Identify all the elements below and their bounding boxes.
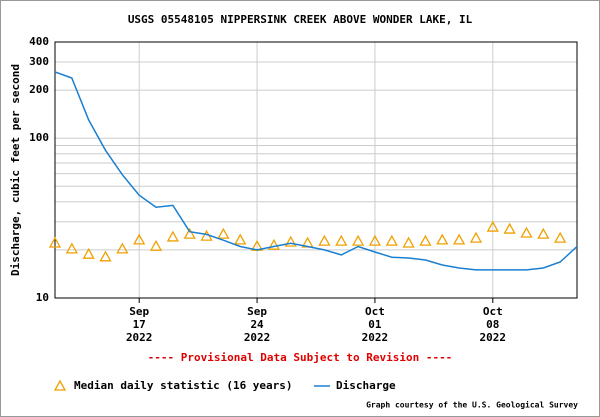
y-tick-label: 300 [29, 55, 49, 68]
x-tick-label: 24 [250, 318, 264, 331]
y-axis-label: Discharge, cubic feet per second [9, 64, 22, 276]
y-tick-label: 100 [29, 131, 49, 144]
x-tick-label: 01 [368, 318, 382, 331]
median-marker [402, 236, 415, 248]
median-marker [419, 234, 432, 246]
median-marker [48, 236, 62, 248]
median-marker [217, 227, 230, 239]
x-tick-label: 2022 [480, 331, 507, 344]
median-marker [503, 222, 516, 234]
x-tick-label: 08 [486, 318, 499, 331]
median-marker [82, 247, 95, 259]
median-marker [99, 250, 112, 262]
median-marker [284, 235, 297, 247]
x-tick-label: Sep [247, 305, 267, 318]
discharge-line [54, 71, 578, 271]
x-tick-label: 2022 [126, 331, 153, 344]
y-tick-label: 200 [29, 83, 49, 96]
median-marker [335, 234, 348, 246]
median-marker [554, 231, 567, 243]
median-marker [149, 239, 163, 251]
legend-label: Median daily statistic (16 years) [74, 379, 293, 392]
median-marker [234, 233, 247, 245]
x-tick-label: 17 [133, 318, 146, 331]
x-tick-label: Oct [483, 305, 503, 318]
median-marker [436, 233, 449, 245]
provisional-note: ---- Provisional Data Subject to Revisio… [148, 351, 453, 364]
median-marker [486, 220, 499, 232]
median-marker [351, 234, 365, 246]
plot-frame [54, 41, 578, 299]
legend-marker [53, 379, 67, 391]
median-marker [65, 242, 78, 254]
x-tick-label: Oct [365, 305, 385, 318]
median-marker [318, 234, 331, 246]
median-marker [520, 226, 533, 238]
x-tick-label: 2022 [244, 331, 271, 344]
credit: Graph courtesy of the U.S. Geological Su… [366, 400, 578, 410]
median-marker [537, 227, 550, 239]
chart-title: USGS 05548105 NIPPERSINK CREEK ABOVE WON… [128, 13, 473, 26]
x-tick-label: 2022 [362, 331, 389, 344]
x-tick-label: Sep [129, 305, 149, 318]
median-marker [385, 234, 398, 246]
y-tick-label: 400 [29, 35, 49, 48]
median-marker [183, 227, 196, 239]
median-marker [267, 238, 281, 250]
median-marker [469, 231, 483, 243]
median-marker [116, 242, 129, 254]
median-marker [453, 233, 466, 245]
legend-label: Discharge [336, 379, 396, 392]
median-marker [368, 234, 382, 246]
median-marker [166, 230, 179, 242]
median-marker [133, 233, 146, 245]
y-tick-label: 10 [36, 291, 49, 304]
